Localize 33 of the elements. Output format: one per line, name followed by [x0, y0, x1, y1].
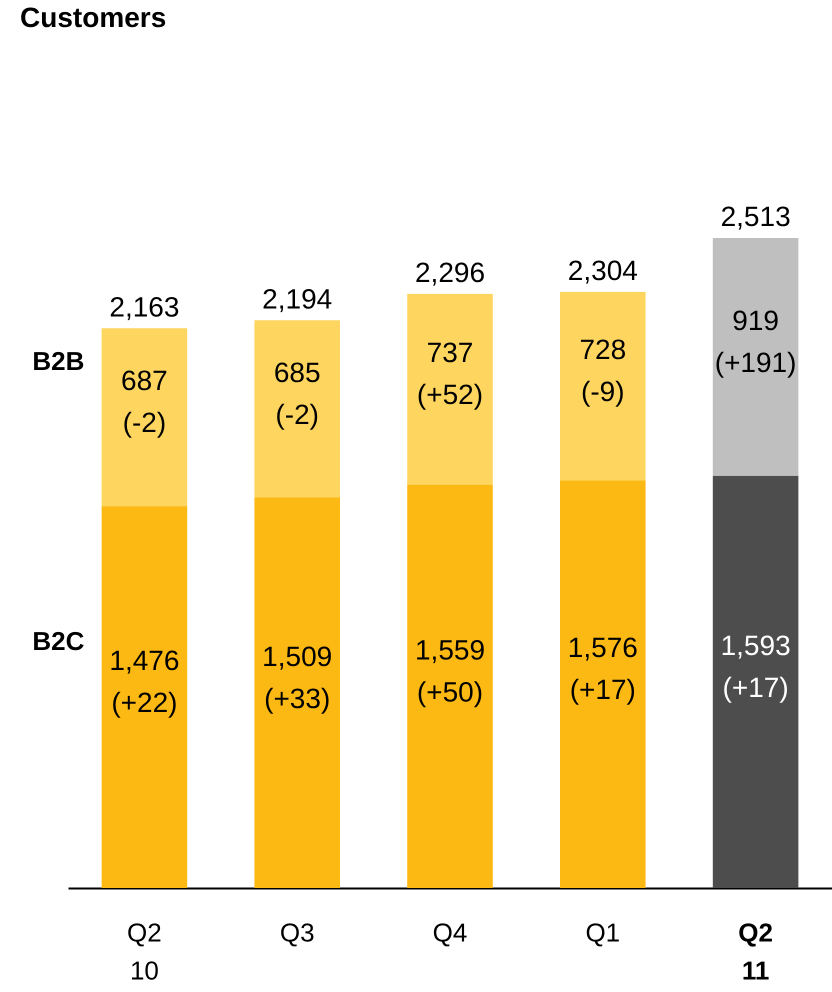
total-label: 2,163 [109, 291, 180, 322]
x-tick-label: Q2 10 [127, 918, 162, 986]
bar [560, 292, 646, 480]
series-label: B2C [32, 626, 85, 656]
total-label: 2,194 [262, 283, 332, 314]
total-label: 2,513 [720, 201, 791, 232]
x-tick-label: Q4 [432, 918, 468, 948]
series-label: B2B [32, 346, 84, 376]
bar [407, 484, 493, 888]
bar [254, 498, 340, 888]
bar [102, 506, 188, 888]
total-label: 2,296 [414, 256, 486, 288]
x-tick-label: Q2 11 [738, 918, 773, 986]
bar [254, 320, 340, 498]
bar [712, 238, 798, 476]
bar [560, 480, 646, 888]
data-label: 728 (-9) [579, 334, 626, 408]
data-label: 919 (+191) [714, 304, 796, 378]
bar [102, 328, 188, 506]
data-label: 1,476 (+22) [109, 645, 180, 718]
x-tick-label: Q1 [585, 918, 620, 948]
x-tick-label: Q3 [280, 918, 315, 948]
bar [407, 294, 493, 485]
total-label: 2,304 [568, 254, 638, 286]
data-label: 1,509 (+33) [262, 640, 332, 714]
data-label: 1,593 (+17) [720, 630, 791, 703]
data-label: 685 (-2) [274, 356, 321, 430]
data-label: 687 (-2) [121, 365, 168, 438]
data-label: 737 (+52) [416, 337, 484, 410]
chart-title: Customers [20, 2, 166, 33]
data-label: 1,576 (+17) [568, 632, 638, 706]
bar [712, 476, 798, 888]
data-label: 1,559 (+50) [414, 634, 486, 708]
